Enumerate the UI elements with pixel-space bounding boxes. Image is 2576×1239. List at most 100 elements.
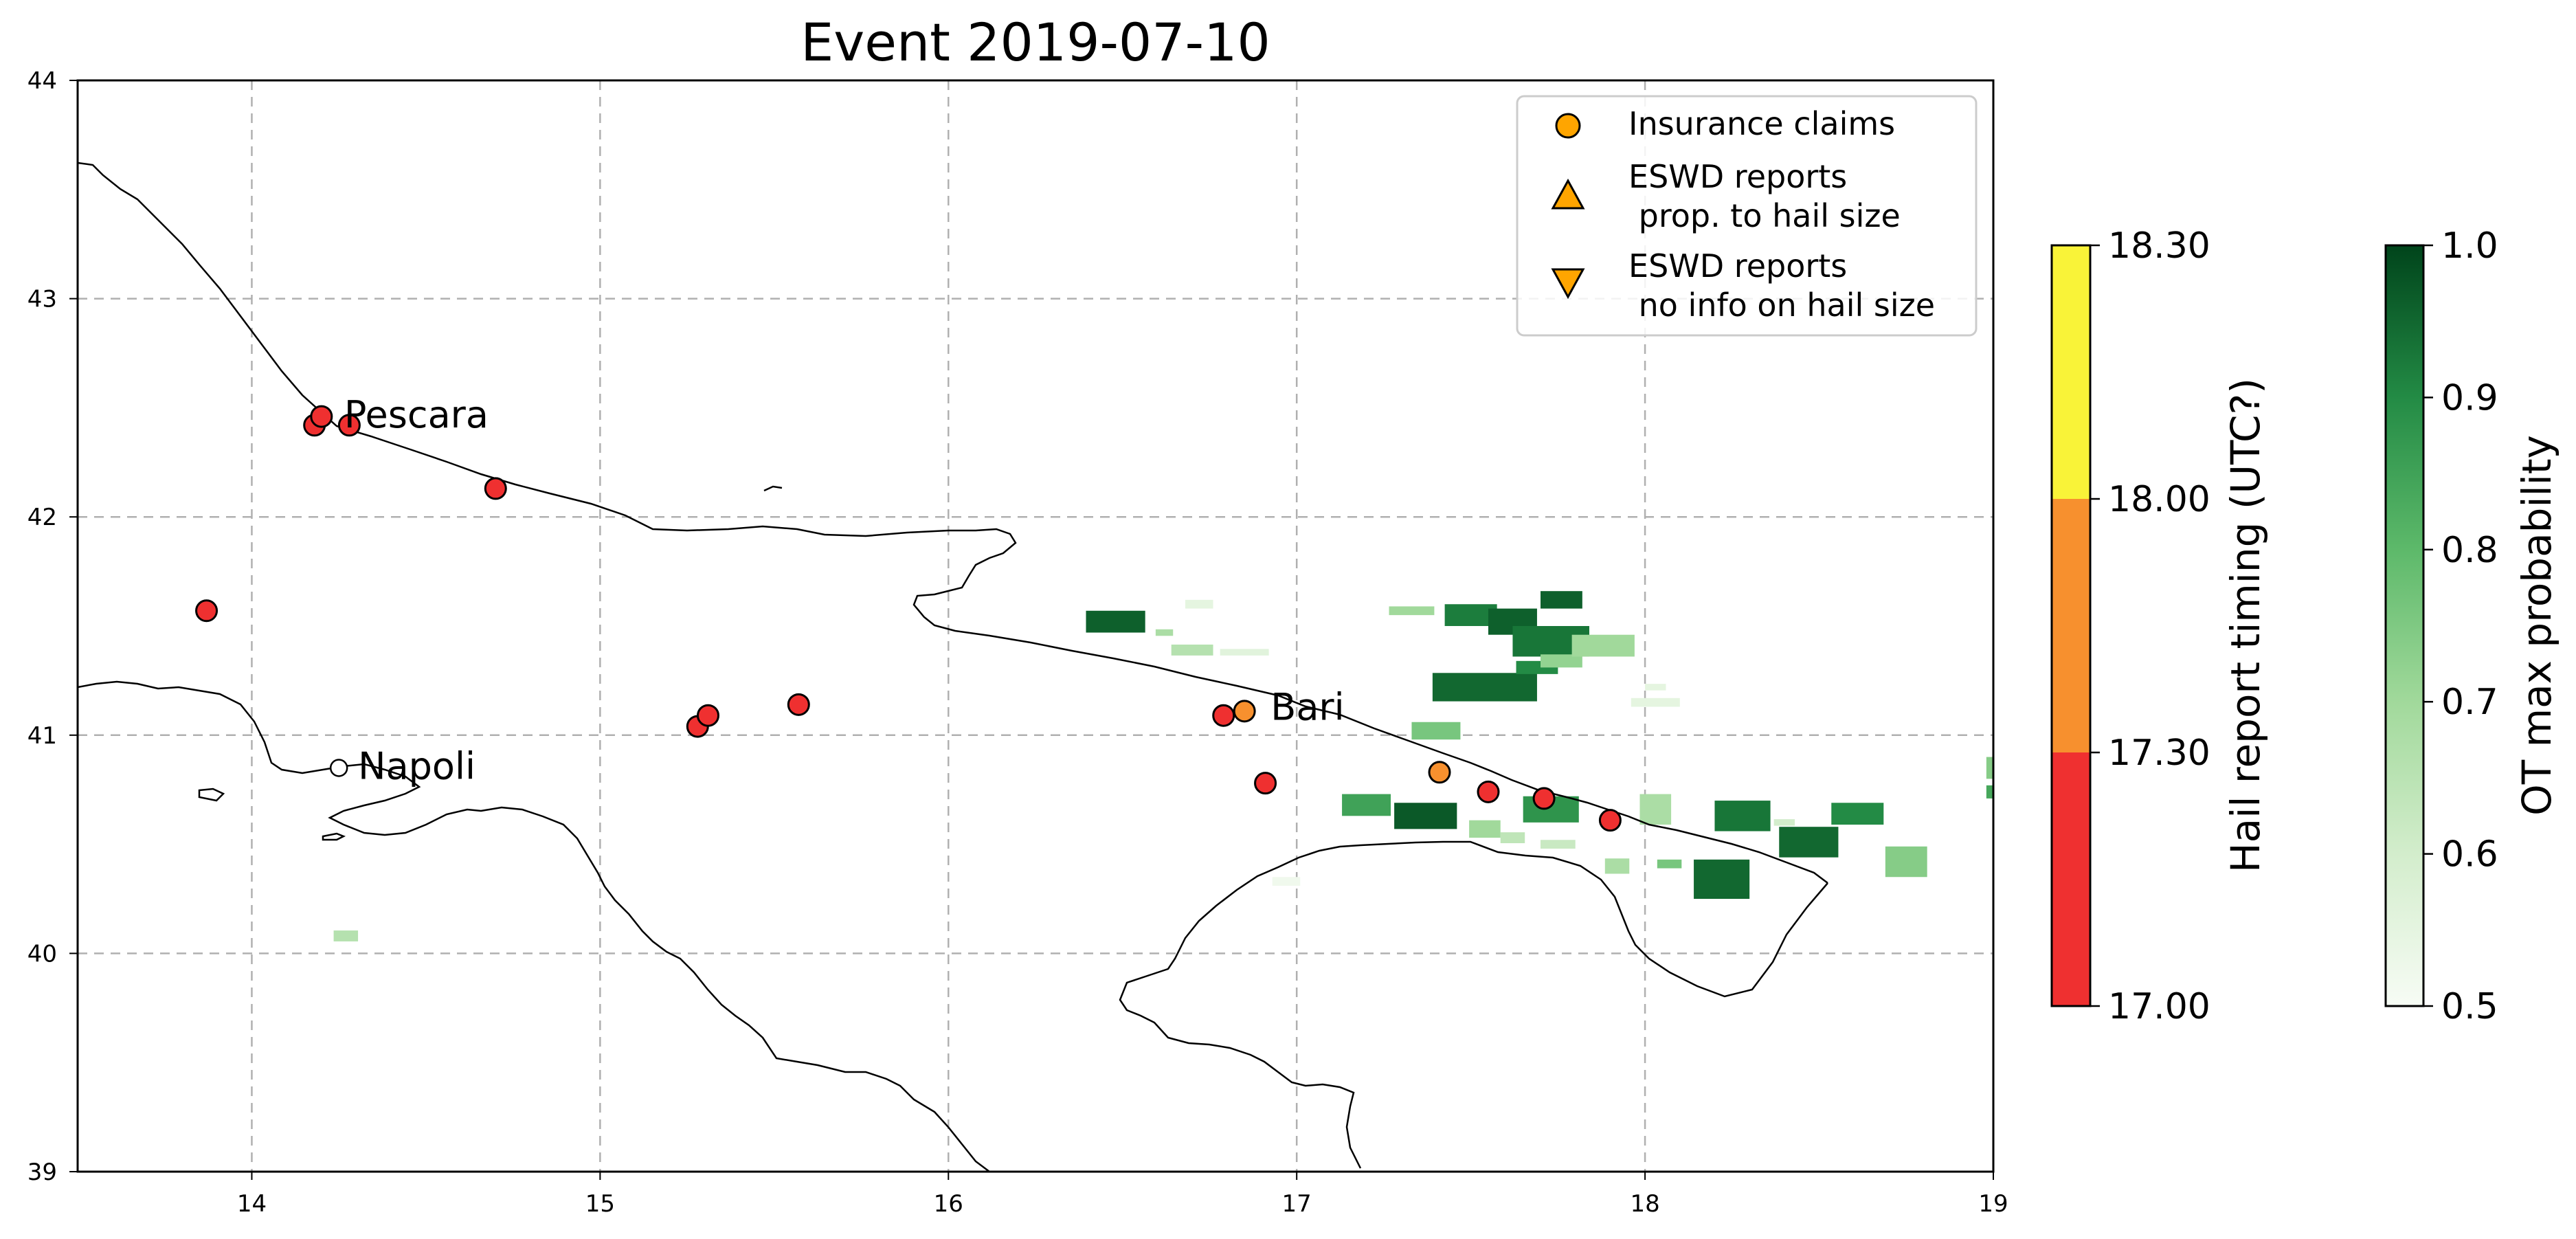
colorbar-timing-tick-label: 17.00 xyxy=(2108,986,2210,1027)
ot-cell xyxy=(1541,840,1576,849)
x-tick-label: 17 xyxy=(1282,1190,1312,1218)
colorbar-probability-label: OT max probability xyxy=(2513,435,2560,816)
ot-cell xyxy=(1185,599,1213,609)
hail-report-marker xyxy=(1428,761,1451,784)
hail-report-marker xyxy=(195,599,219,623)
ot-cell xyxy=(1571,634,1635,657)
city-label: Bari xyxy=(1270,686,1344,729)
legend-label-eswd-prop: ESWD reports prop. to hail size xyxy=(1628,158,1901,234)
colorbar-probability-tick-label: 1.0 xyxy=(2441,225,2498,267)
colorbar-timing-segment xyxy=(2052,752,2090,1006)
city-label: Pescara xyxy=(344,393,489,436)
colorbar-timing-segment xyxy=(2052,499,2090,752)
map-frame xyxy=(76,79,1995,1173)
hail-report-marker xyxy=(310,405,333,428)
ot-cell xyxy=(1541,591,1582,609)
hail-report-marker xyxy=(1477,780,1500,803)
hail-report-markers xyxy=(195,405,1622,832)
ot-cell xyxy=(1500,832,1525,844)
ot-probability-field xyxy=(333,591,1993,941)
y-tick-label: 39 xyxy=(27,1159,57,1186)
ot-cell xyxy=(1086,610,1145,633)
y-tick-label: 41 xyxy=(27,722,57,750)
capri-island xyxy=(322,832,346,841)
map-panel: Pescara Napoli Bari 14 15 16 17 18 19 39 40 41 42 4… xyxy=(27,67,2008,1218)
gridlines xyxy=(78,80,1993,1172)
ot-cell xyxy=(1645,684,1666,691)
ot-cell xyxy=(1155,629,1174,636)
hail-report-marker xyxy=(1532,787,1556,810)
coastline xyxy=(78,161,1828,1172)
x-tick-label: 16 xyxy=(934,1190,963,1218)
y-tick-label: 40 xyxy=(27,940,57,968)
colorbar-probability-tick-label: 0.8 xyxy=(2441,530,2498,571)
ot-cell xyxy=(1639,794,1672,825)
hail-report-marker xyxy=(1212,704,1235,727)
hail-report-marker xyxy=(787,693,810,716)
colorbar-timing: 17.00 17.30 18.00 18.30 Hail report timing … xyxy=(2050,225,2269,1027)
colorbar-timing-label: Hail report timing (UTC?) xyxy=(2222,378,2269,873)
colorbar-probability-tick-label: 0.6 xyxy=(2441,834,2498,875)
colorbar-timing-frame xyxy=(2050,244,2092,1007)
ot-cell xyxy=(1779,827,1839,858)
ot-cell xyxy=(1432,673,1537,702)
map-title: Event 2019-07-10 xyxy=(800,12,1270,73)
ot-cell xyxy=(1657,859,1682,869)
y-axis-ticks: 39 40 41 42 43 44 xyxy=(27,67,78,1186)
colorbar-timing-tick-label: 18.00 xyxy=(2108,479,2210,520)
hail-report-marker xyxy=(337,414,361,437)
ot-cell xyxy=(1986,757,1993,779)
ischia-island xyxy=(198,788,225,802)
hail-report-marker xyxy=(1233,700,1256,723)
ot-cell xyxy=(333,930,359,941)
x-axis-ticks: 14 15 16 17 18 19 xyxy=(237,1172,2008,1218)
colorbar-probability-tick-label: 0.9 xyxy=(2441,377,2498,418)
x-tick-label: 19 xyxy=(1978,1190,2008,1218)
ot-cell xyxy=(1389,606,1435,616)
city-label: Napoli xyxy=(358,744,475,788)
x-tick-label: 15 xyxy=(585,1190,615,1218)
hail-report-marker xyxy=(1254,772,1277,795)
ot-cell xyxy=(1394,803,1457,829)
colorbar-probability-tick-label: 0.7 xyxy=(2441,682,2498,723)
city-labels: Pescara Napoli Bari xyxy=(329,393,1345,788)
city-marker xyxy=(329,759,348,777)
adriatic-coast-north xyxy=(78,161,1828,884)
colorbar-probability-tick-label: 0.5 xyxy=(2441,986,2498,1027)
legend-box xyxy=(1516,95,1978,337)
colorbar-timing-tick-label: 17.30 xyxy=(2108,733,2210,774)
ot-cell xyxy=(1714,801,1771,831)
ot-cell xyxy=(1773,819,1795,826)
y-tick-label: 42 xyxy=(27,504,57,531)
colorbar-timing-segment xyxy=(2052,245,2090,499)
y-tick-label: 43 xyxy=(27,286,57,313)
salento-coast xyxy=(1119,840,1828,1169)
legend: Insurance claims ESWD reports prop. to h… xyxy=(1516,95,1978,337)
ot-cell xyxy=(1272,877,1301,886)
ot-cell xyxy=(1986,785,1993,799)
hail-report-marker xyxy=(1598,809,1622,832)
colorbar-probability-frame xyxy=(2384,244,2425,1007)
ot-cell xyxy=(1631,697,1680,707)
ot-cell xyxy=(1469,820,1501,838)
ot-cell xyxy=(1342,794,1391,816)
ot-cell xyxy=(1694,859,1750,899)
triangle-down-icon xyxy=(1551,268,1585,300)
hail-report-marker xyxy=(484,477,507,500)
insurance-claims-icon xyxy=(1555,113,1581,139)
colorbar-probability-gradient xyxy=(2386,245,2423,1006)
colorbar-probability: 0.5 0.6 0.7 0.8 0.9 1.0 OT max probability xyxy=(2384,225,2560,1027)
legend-label-eswd-noinfo: ESWD reports no info on hail size xyxy=(1628,247,1935,324)
x-tick-label: 14 xyxy=(237,1190,267,1218)
legend-label-insurance-claims: Insurance claims xyxy=(1628,105,1895,142)
ot-cell xyxy=(1411,722,1461,740)
y-tick-label: 44 xyxy=(27,67,57,95)
colorbar-timing-tick-label: 18.30 xyxy=(2108,225,2210,267)
ot-cell xyxy=(1831,803,1884,825)
tyrrhenian-coast xyxy=(78,680,990,1172)
ot-cell xyxy=(1885,846,1927,878)
ot-cell xyxy=(1220,649,1269,656)
tremiti-islands xyxy=(763,485,783,492)
ot-cell xyxy=(1541,654,1582,668)
